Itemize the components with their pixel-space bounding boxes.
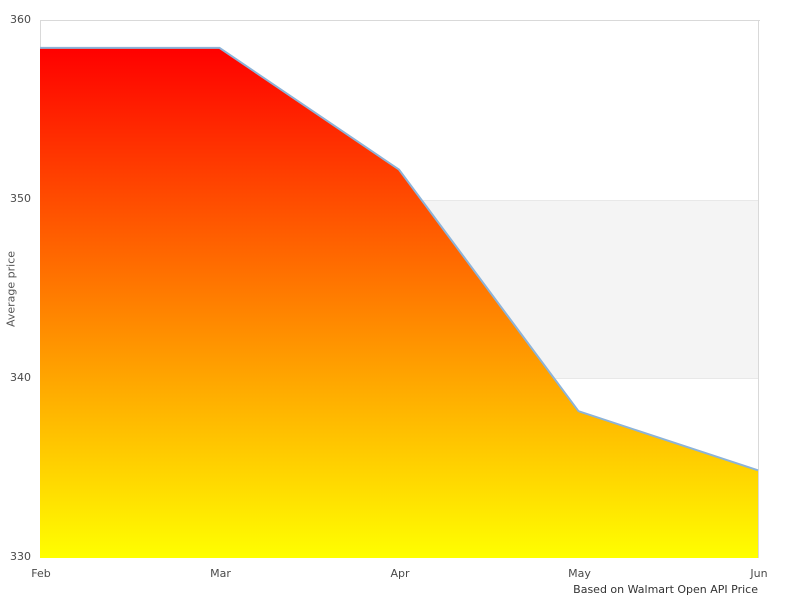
plot-area [40,20,760,558]
area-series-svg [40,21,759,558]
x-tick-label: Jun [750,567,768,580]
series-line [40,46,759,472]
y-tick-label: 330 [10,550,31,563]
y-tick-label: 350 [10,192,31,205]
area-fill [40,47,758,558]
x-tick-label: May [568,567,591,580]
y-axis-title: Average price [4,250,18,328]
y-tick-label: 360 [10,13,31,26]
chart-caption: Based on Walmart Open API Price [573,583,758,596]
x-tick-label: Apr [390,567,410,580]
x-tick-label: Feb [31,567,51,580]
y-tick-label: 340 [10,371,31,384]
x-tick-label: Mar [210,567,231,580]
